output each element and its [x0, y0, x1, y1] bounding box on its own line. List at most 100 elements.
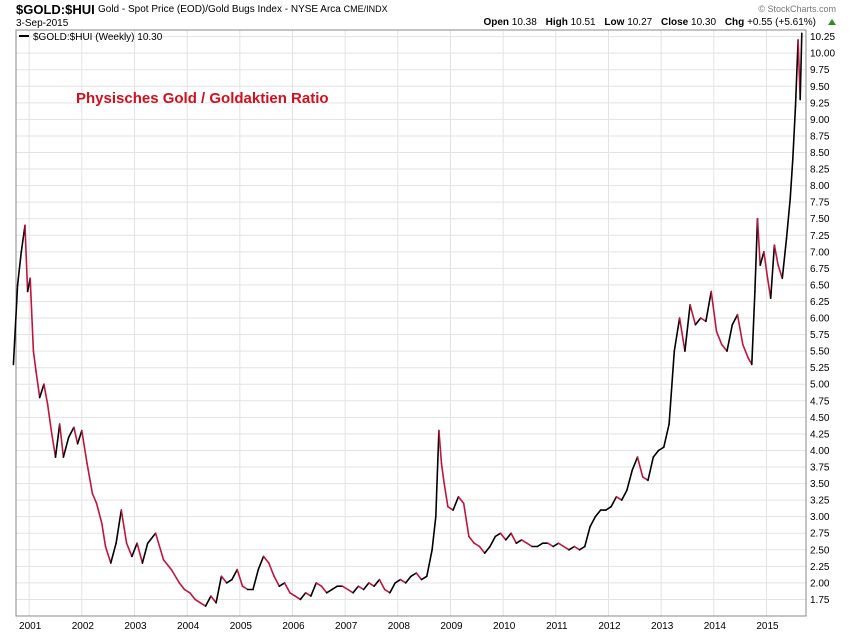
- series-segment: [620, 489, 628, 501]
- series-segment: [750, 290, 756, 366]
- chg-value: +0.55 (+5.61%): [747, 17, 816, 28]
- y-tick-label: 9.00: [810, 115, 830, 126]
- y-tick-label: 2.25: [810, 562, 830, 573]
- y-tick-label: 4.00: [810, 446, 830, 457]
- series-segment: [283, 582, 291, 594]
- y-tick-label: 6.50: [810, 280, 830, 291]
- y-tick-label: 10.25: [810, 32, 835, 43]
- y-tick-label: 8.00: [810, 181, 830, 192]
- series-segment: [562, 545, 570, 551]
- series-segment: [241, 585, 249, 591]
- y-tick-label: 3.50: [810, 479, 830, 490]
- series-segment: [504, 532, 512, 541]
- y-tick-label: 3.00: [810, 512, 830, 523]
- series-segment: [50, 429, 57, 458]
- series-segment: [346, 588, 354, 594]
- series-segment: [267, 562, 275, 578]
- series-segment: [434, 429, 440, 518]
- series-segment: [315, 582, 323, 588]
- y-tick-label: 1.75: [810, 595, 830, 606]
- y-tick-label: 2.00: [810, 578, 830, 589]
- y-tick-label: 9.50: [810, 82, 830, 93]
- series-segment: [705, 290, 713, 323]
- series-segment: [362, 582, 370, 591]
- x-tick-label: 2014: [704, 621, 727, 632]
- series-segment: [510, 532, 518, 545]
- series-segment: [352, 585, 360, 594]
- series-segment: [399, 578, 407, 584]
- series-segment: [763, 251, 769, 280]
- series-segment: [357, 585, 365, 591]
- series-segment: [462, 502, 470, 538]
- series-segment: [120, 509, 128, 545]
- x-tick-label: 2003: [124, 621, 147, 632]
- series-segment: [236, 568, 244, 588]
- series-segment: [415, 572, 423, 581]
- series-segment: [443, 482, 449, 508]
- series-segment: [331, 585, 339, 591]
- series-segment: [220, 575, 228, 584]
- series-segment: [420, 575, 428, 581]
- series-segment: [710, 290, 718, 333]
- series-segment: [304, 591, 312, 597]
- series-segment: [35, 370, 41, 399]
- y-tick-label: 8.75: [810, 131, 830, 142]
- x-tick-label: 2008: [388, 621, 411, 632]
- x-tick-label: 2001: [19, 621, 42, 632]
- chart-header: $GOLD:$HUI Gold - Spot Price (EOD)/Gold …: [16, 2, 840, 30]
- high-value: 10.51: [570, 17, 596, 28]
- series-segment: [636, 456, 644, 478]
- series-segment: [95, 502, 103, 525]
- y-tick-label: 4.25: [810, 429, 830, 440]
- series-segment: [325, 588, 333, 594]
- x-tick-label: 2010: [493, 621, 516, 632]
- y-tick-label: 5.50: [810, 347, 830, 358]
- series-segment: [483, 545, 491, 554]
- series-segment: [189, 591, 196, 601]
- low-label: Low: [604, 17, 625, 28]
- series-segment: [81, 429, 88, 465]
- series-segment: [183, 588, 191, 594]
- series-segment: [146, 532, 157, 545]
- y-tick-label: 5.00: [810, 380, 830, 391]
- series-segment: [24, 224, 29, 293]
- series-segment: [652, 449, 660, 458]
- series-segment: [394, 578, 402, 584]
- y-tick-label: 7.00: [810, 247, 830, 258]
- series-segment: [54, 423, 61, 458]
- series-segment: [194, 598, 202, 604]
- up-arrow-icon: [828, 19, 836, 25]
- series-segment: [67, 426, 75, 439]
- series-segment: [320, 585, 328, 594]
- series-segment: [557, 542, 565, 548]
- series-segment: [58, 423, 65, 458]
- y-tick-label: 2.50: [810, 545, 830, 556]
- series-segment: [589, 515, 597, 528]
- series-segment: [131, 542, 138, 558]
- series-segment: [777, 264, 784, 280]
- date-label: 3-Sep-2015: [16, 18, 69, 29]
- series-segment: [526, 542, 533, 548]
- series-segment: [32, 350, 37, 372]
- series-segment: [759, 251, 765, 266]
- series-segment: [473, 542, 481, 548]
- close-label: Close: [661, 17, 689, 28]
- x-tick-label: 2015: [756, 621, 779, 632]
- series-segment: [668, 350, 676, 425]
- chart-grid: [16, 30, 806, 616]
- series-segment: [715, 330, 723, 346]
- series-segment: [310, 582, 318, 597]
- series-segment: [141, 542, 149, 564]
- series-segment: [210, 595, 217, 604]
- series-segment: [578, 545, 586, 551]
- y-tick-label: 5.25: [810, 363, 830, 374]
- series-segment: [231, 568, 238, 581]
- series-segment: [431, 515, 437, 551]
- series-segment: [404, 575, 412, 584]
- close-value: 10.30: [691, 17, 717, 28]
- series-segment: [62, 436, 70, 458]
- series-segment: [731, 313, 739, 326]
- series-segment: [215, 575, 223, 604]
- series-segment: [520, 539, 528, 545]
